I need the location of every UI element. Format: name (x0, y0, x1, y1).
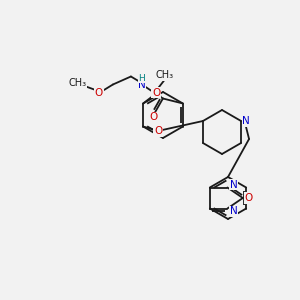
Text: O: O (245, 193, 253, 203)
Text: N: N (242, 116, 250, 126)
Text: H: H (139, 74, 145, 83)
Text: N: N (138, 80, 146, 89)
Text: O: O (152, 88, 160, 98)
Text: N: N (230, 179, 237, 190)
Text: O: O (95, 88, 103, 98)
Text: O: O (150, 112, 158, 122)
Text: N: N (230, 206, 237, 217)
Text: O: O (154, 127, 162, 136)
Text: CH₃: CH₃ (69, 79, 87, 88)
Text: CH₃: CH₃ (155, 70, 173, 80)
